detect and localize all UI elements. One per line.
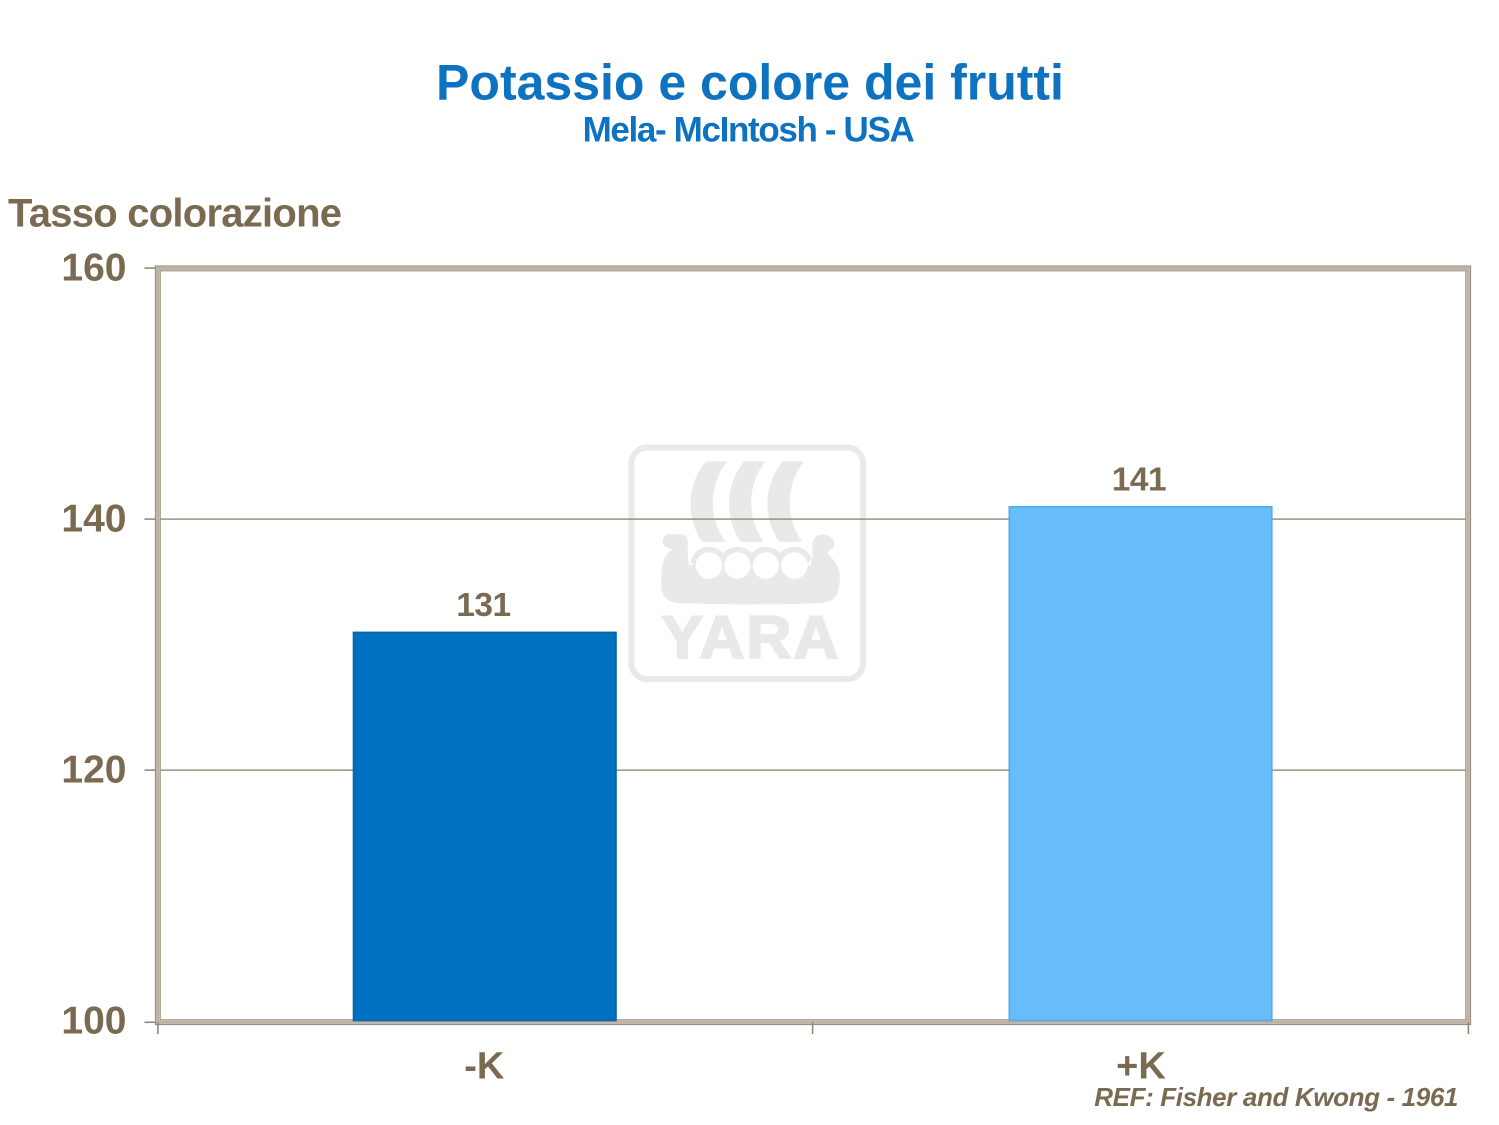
svg-text:Potassio e colore dei frutti: Potassio e colore dei frutti <box>436 55 1064 111</box>
svg-text:-K: -K <box>464 1046 505 1088</box>
svg-text:160: 160 <box>61 247 126 290</box>
svg-text:131: 131 <box>456 587 510 624</box>
svg-text:Tasso colorazione: Tasso colorazione <box>8 192 341 236</box>
svg-text:REF: Fisher and Kwong - 1961: REF: Fisher and Kwong - 1961 <box>1094 1082 1458 1112</box>
svg-text:141: 141 <box>1112 461 1166 498</box>
svg-text:100: 100 <box>61 1000 126 1043</box>
svg-text:YARA: YARA <box>661 604 840 671</box>
svg-text:+K: +K <box>1116 1046 1166 1088</box>
svg-text:140: 140 <box>61 498 126 541</box>
svg-text:120: 120 <box>61 749 126 792</box>
svg-text:Mela- McIntosh - USA: Mela- McIntosh - USA <box>583 111 915 150</box>
